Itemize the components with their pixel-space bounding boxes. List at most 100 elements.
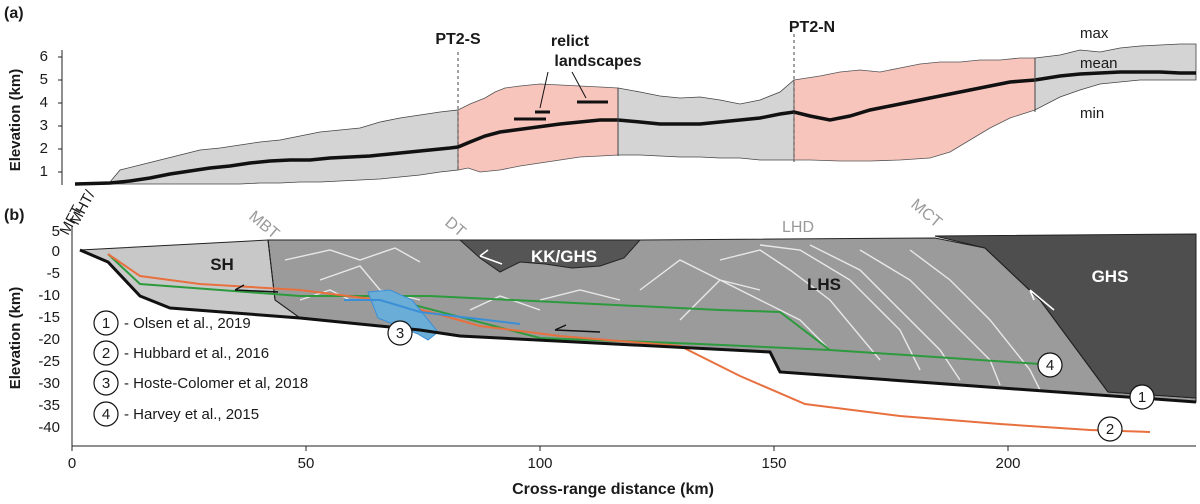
fault-label-mbt: MBT bbox=[245, 208, 282, 243]
ytick-b-5: 5 bbox=[52, 223, 60, 240]
pt2n-label: PT2-N bbox=[789, 19, 835, 36]
reference-1-num: 1 bbox=[102, 315, 110, 332]
reference-1-text: - Olsen et al., 2019 bbox=[124, 315, 251, 332]
unit-label-kk-ghs: KK/GHS bbox=[531, 247, 597, 266]
ytick-b-m10: -10 bbox=[38, 287, 60, 304]
ytick-b-m30: -30 bbox=[38, 375, 60, 392]
model-marker-3-circle bbox=[387, 320, 413, 346]
fault-label-lhd: LHD bbox=[782, 219, 814, 236]
relict-label-line2: landscapes bbox=[554, 53, 641, 70]
reference-1-circle bbox=[93, 310, 119, 336]
legend-min: min bbox=[1080, 105, 1104, 122]
panel-b-yticks: 5 0 -5 -10 -15 -20 -25 -30 -35 -40 bbox=[38, 223, 60, 436]
legend-max: max bbox=[1080, 25, 1109, 42]
xtick-100: 100 bbox=[527, 455, 552, 472]
panel-b-xticks: 0 50 100 150 200 bbox=[68, 446, 1021, 472]
reference-3-circle bbox=[93, 370, 119, 396]
foliation-line bbox=[719, 249, 881, 361]
sh-body bbox=[79, 239, 302, 319]
legend-mean: mean bbox=[1080, 55, 1118, 72]
reference-4-num: 4 bbox=[102, 406, 110, 423]
reference-2-circle bbox=[93, 340, 119, 366]
unit-label-lhs: LHS bbox=[807, 275, 841, 294]
reference-2-num: 2 bbox=[102, 345, 110, 362]
panel-a-label: (a) bbox=[4, 5, 24, 22]
xtick-150: 150 bbox=[761, 455, 786, 472]
foliation-line bbox=[679, 279, 831, 351]
ytick-b-m5: -5 bbox=[47, 265, 60, 282]
reference-4-text: - Harvey et al., 2015 bbox=[124, 406, 259, 423]
fault-label-dt: DT bbox=[441, 214, 468, 241]
ytick-b-m15: -15 bbox=[38, 309, 60, 326]
foliation-line bbox=[469, 295, 541, 311]
unit-label-ghs: GHS bbox=[1092, 267, 1129, 286]
model-marker-2: 2 bbox=[1097, 416, 1123, 442]
foliation-line bbox=[859, 249, 1001, 386]
reference-4-circle bbox=[93, 401, 119, 427]
relict-pointer-2 bbox=[571, 71, 587, 99]
panel-b-label: (b) bbox=[4, 207, 24, 224]
swath-envelope-north bbox=[1034, 43, 1197, 111]
relict-pointer-1 bbox=[539, 71, 549, 109]
reference-3-text: - Hoste-Colomer et al, 2018 bbox=[124, 375, 308, 392]
fault-label-mct: MCT bbox=[907, 196, 945, 231]
model-marker-1-circle bbox=[1129, 384, 1155, 410]
reference-2: 2 - Hubbard et al., 2016 bbox=[93, 340, 269, 366]
panel-b-xlabel: Cross-range distance (km) bbox=[512, 481, 714, 498]
model-marker-4-circle bbox=[1037, 352, 1063, 378]
kinematic-arrow-sh bbox=[234, 284, 279, 293]
ytick-a-4: 4 bbox=[40, 94, 48, 111]
xtick-200: 200 bbox=[995, 455, 1020, 472]
reference-3: 3 - Hoste-Colomer et al, 2018 bbox=[93, 370, 308, 396]
reference-legend: 1 - Olsen et al., 2019 2 - Hubbard et al… bbox=[93, 310, 308, 427]
model-marker-2-circle bbox=[1097, 416, 1123, 442]
kk-ghs-body bbox=[458, 239, 642, 273]
kinematic-arrow-ghs bbox=[1029, 289, 1055, 311]
reference-3-num: 3 bbox=[102, 375, 110, 392]
ytick-b-0: 0 bbox=[52, 243, 60, 260]
panel-b-ylabel: Elevation (km) bbox=[7, 287, 24, 390]
foliation-line bbox=[759, 244, 921, 371]
model-marker-3: 3 bbox=[387, 320, 413, 346]
harvey-model-line bbox=[107, 253, 1041, 365]
model-marker-1-label: 1 bbox=[1138, 389, 1146, 406]
ytick-b-m40: -40 bbox=[38, 419, 60, 436]
ytick-a-5: 5 bbox=[40, 71, 48, 88]
model-marker-4: 4 bbox=[1037, 352, 1063, 378]
reference-2-text: - Hubbard et al., 2016 bbox=[124, 345, 269, 362]
ytick-a-1: 1 bbox=[40, 163, 48, 180]
kinematic-arrow-kk bbox=[479, 249, 503, 265]
foliation-line bbox=[809, 244, 961, 381]
mct-trace bbox=[984, 247, 1109, 393]
foliation-line bbox=[284, 247, 421, 263]
reference-4: 4 - Harvey et al., 2015 bbox=[93, 401, 259, 427]
ytick-b-m25: -25 bbox=[38, 353, 60, 370]
olsen-model-line bbox=[79, 248, 1197, 404]
swath-envelope-middle bbox=[617, 79, 795, 161]
model-marker-1: 1 bbox=[1129, 384, 1155, 410]
foliation-line bbox=[539, 289, 621, 301]
model-marker-3-label: 3 bbox=[396, 325, 404, 342]
pt2s-label: PT2-S bbox=[435, 31, 481, 48]
ytick-b-m20: -20 bbox=[38, 331, 60, 348]
ytick-a-3: 3 bbox=[40, 117, 48, 134]
foliation-line bbox=[639, 259, 761, 291]
ytick-b-m35: -35 bbox=[38, 397, 60, 414]
model-marker-2-label: 2 bbox=[1106, 421, 1114, 438]
ytick-a-6: 6 bbox=[40, 48, 48, 65]
unit-label-sh: SH bbox=[210, 255, 234, 274]
relict-label-line1: relict bbox=[551, 33, 590, 50]
kinematic-arrow-lhs bbox=[554, 324, 601, 333]
relict-zone-north bbox=[793, 57, 1036, 162]
model-marker-4-label: 4 bbox=[1046, 357, 1054, 374]
foliation-line bbox=[909, 249, 1041, 391]
ytick-a-2: 2 bbox=[40, 140, 48, 157]
panel-a-yticks: 1 2 3 4 5 6 bbox=[40, 48, 63, 185]
reference-1: 1 - Olsen et al., 2019 bbox=[93, 310, 251, 336]
mbt-trace bbox=[267, 239, 301, 319]
hoste-model-line bbox=[344, 299, 521, 325]
xtick-50: 50 bbox=[298, 455, 315, 472]
panel-a-ylabel: Elevation (km) bbox=[7, 69, 24, 172]
xtick-0: 0 bbox=[68, 455, 76, 472]
